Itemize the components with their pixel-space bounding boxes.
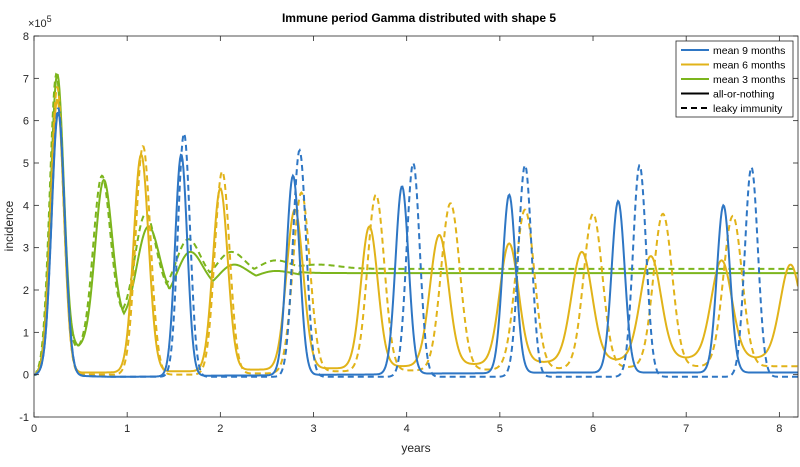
x-tick-label: 0: [31, 423, 37, 435]
legend-label: mean 9 months: [713, 45, 785, 57]
y-exponent-power: 5: [47, 14, 52, 24]
x-tick-label: 7: [683, 423, 689, 435]
x-tick-label: 2: [217, 423, 223, 435]
x-tick-label: 6: [590, 423, 596, 435]
svg-text:×105: ×105: [28, 14, 52, 30]
y-tick-label: 3: [23, 243, 29, 255]
series-line: [34, 72, 798, 376]
y-tick-label: 2: [23, 285, 29, 297]
chart-title: Immune period Gamma distributed with sha…: [282, 11, 556, 25]
legend: mean 9 months mean 6 months mean 3 months a…: [675, 40, 794, 118]
x-axis-label: years: [401, 441, 430, 455]
x-tick-label: 5: [497, 423, 503, 435]
x-axis-ticks: 0 1 2 3 4 5 6 7 8: [31, 36, 782, 435]
x-tick-label: 1: [124, 423, 130, 435]
y-tick-label: 1: [23, 327, 29, 339]
y-tick-label: 0: [23, 370, 29, 382]
y-exponent-base: ×10: [28, 18, 47, 30]
x-tick-label: 4: [404, 423, 410, 435]
x-tick-label: 3: [310, 423, 316, 435]
series-line: [34, 107, 798, 378]
y-axis-label: incidence: [2, 200, 16, 251]
series-group: [34, 72, 798, 378]
y-exponent-label: ×105: [28, 14, 52, 30]
y-tick-label: 8: [23, 31, 29, 43]
legend-label: leaky immunity: [713, 103, 783, 115]
legend-label: mean 3 months: [713, 74, 785, 86]
series-line: [34, 73, 798, 376]
y-axis-ticks: -1 0 1 2 3 4 5 6 7 8: [19, 31, 798, 424]
legend-label: mean 6 months: [713, 60, 785, 72]
series-line: [34, 111, 798, 378]
y-tick-label: 5: [23, 158, 29, 170]
legend-label: all-or-nothing: [713, 89, 774, 101]
y-tick-label: -1: [19, 412, 29, 424]
axes-box: [33, 35, 799, 418]
y-tick-label: 7: [23, 73, 29, 85]
y-tick-label: 6: [23, 116, 29, 128]
y-tick-label: 4: [23, 200, 29, 212]
x-tick-label: 8: [776, 423, 782, 435]
